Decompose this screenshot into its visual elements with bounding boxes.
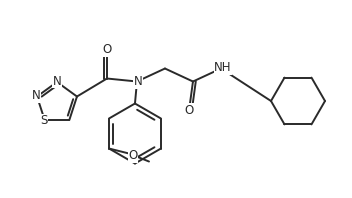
Text: NH: NH [214,61,232,74]
Text: N: N [53,74,61,88]
Text: N: N [134,75,142,88]
Text: N: N [32,89,40,102]
Text: O: O [128,149,138,162]
Text: O: O [102,43,112,56]
Text: S: S [40,114,48,128]
Text: O: O [184,104,194,117]
